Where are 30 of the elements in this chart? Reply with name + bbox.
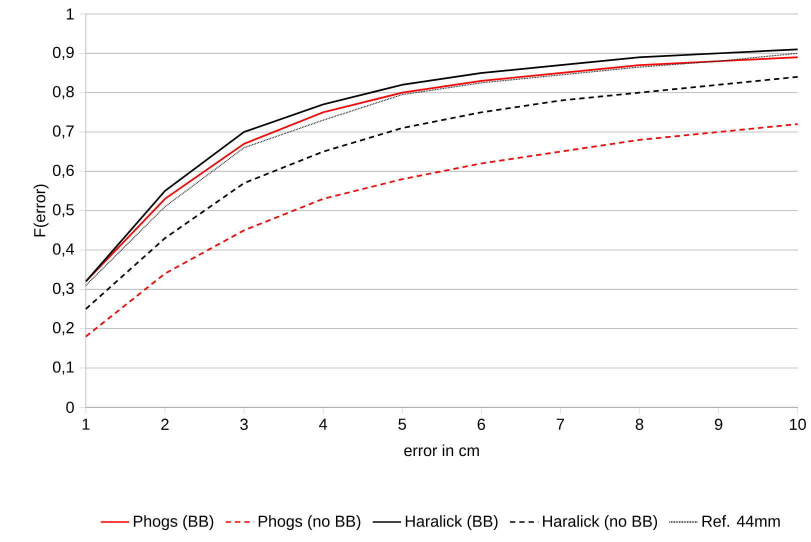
x-tick-label: 2 [161,418,169,430]
y-tick-label: 0,1 [52,361,74,375]
y-tick-label: 0,6 [52,164,74,178]
y-tick-label: 0,5 [52,204,74,218]
x-tick-label: 5 [398,418,406,430]
y-tick-label: 0,2 [52,322,74,336]
x-tick-label: 10 [790,418,806,430]
y-tick-label: 0,8 [52,86,74,100]
y-tick-label: 1 [66,8,74,20]
x-tick-label: 9 [714,418,722,430]
x-axis-title: error in cm [404,444,479,456]
x-tick-label: 7 [556,418,564,430]
x-tick-label: 1 [82,418,90,430]
legend-label: Phogs (no BB) [258,515,360,530]
legend-label: Haralick (BB) [406,515,498,530]
line-series [85,76,799,310]
y-tick-label: 0,9 [52,46,74,60]
y-axis-title: F(error) [34,184,48,236]
y-tick-label: 0,7 [52,125,74,139]
line-series [85,123,799,338]
y-tick-label: 0,3 [52,282,74,296]
x-tick-label: 8 [636,418,644,430]
x-tick-label: 4 [319,418,328,430]
legend-label: Haralick (no BB) [543,515,658,530]
legend-label: Ref. 44mm [702,515,780,527]
legend-label: Phogs (BB) [134,515,214,530]
y-tick-label: 0,4 [52,243,74,257]
y-tick-label: 0 [66,402,74,413]
x-tick-label: 3 [240,418,248,430]
x-tick-label: 6 [478,418,486,430]
